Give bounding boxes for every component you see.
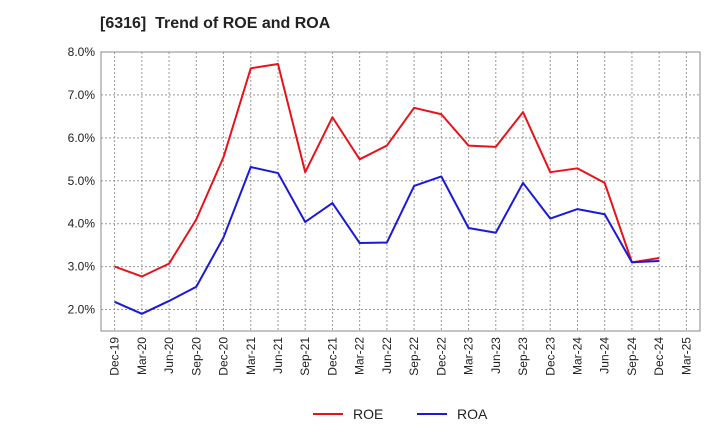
- y-tick-label: 5.0%: [68, 174, 96, 188]
- x-tick-label: Jun-22: [380, 337, 394, 374]
- x-tick-label: Jun-21: [271, 337, 285, 374]
- chart-title: [6316] Trend of ROE and ROA: [100, 15, 331, 32]
- x-tick-label: Jun-23: [489, 337, 503, 374]
- legend-label-roa: ROA: [457, 406, 488, 422]
- grid: [101, 51, 700, 331]
- x-tick-label: Mar-20: [135, 337, 149, 375]
- x-tick-label: Jun-20: [162, 337, 176, 374]
- series-lines: [114, 63, 660, 315]
- y-tick-label: 3.0%: [68, 260, 96, 274]
- series-line-roa: [114, 166, 660, 315]
- x-tick-label: Dec-22: [434, 337, 448, 376]
- series-line-roe: [114, 63, 660, 278]
- y-tick-label: 6.0%: [68, 131, 96, 145]
- x-tick-label: Mar-22: [353, 337, 367, 375]
- x-tick-label: Dec-24: [652, 337, 666, 376]
- x-tick-label: Jun-24: [598, 337, 612, 374]
- x-tick-labels: Dec-19 Mar-20 Jun-20 Sep-20 Dec-20 Mar-21 Jun-…: [108, 337, 694, 376]
- legend: ROE ROA: [313, 406, 488, 422]
- x-tick-label: Mar-21: [244, 337, 258, 375]
- y-tick-label: 2.0%: [68, 303, 96, 317]
- x-tick-label: Sep-20: [189, 337, 203, 376]
- x-tick-label: Sep-23: [516, 337, 530, 376]
- plot-border: [100, 51, 701, 332]
- x-tick-label: Sep-22: [407, 337, 421, 376]
- x-tick-label: Sep-21: [298, 337, 312, 376]
- legend-label-roe: ROE: [353, 406, 383, 422]
- y-tick-label: 7.0%: [68, 88, 96, 102]
- y-tick-label: 8.0%: [68, 45, 96, 59]
- x-tick-label: Dec-20: [217, 337, 231, 376]
- x-tick-label: Dec-21: [325, 337, 339, 376]
- x-tick-label: Sep-24: [625, 337, 639, 376]
- y-tick-label: 4.0%: [68, 217, 96, 231]
- y-tick-labels: 2.0% 3.0% 4.0% 5.0% 6.0% 7.0% 8.0%: [68, 45, 96, 317]
- x-tick-label: Dec-23: [543, 337, 557, 376]
- x-tick-label: Dec-19: [108, 337, 122, 376]
- x-tick-label: Mar-25: [679, 337, 693, 375]
- x-tick-label: Mar-24: [570, 337, 584, 375]
- x-tick-label: Mar-23: [462, 337, 476, 375]
